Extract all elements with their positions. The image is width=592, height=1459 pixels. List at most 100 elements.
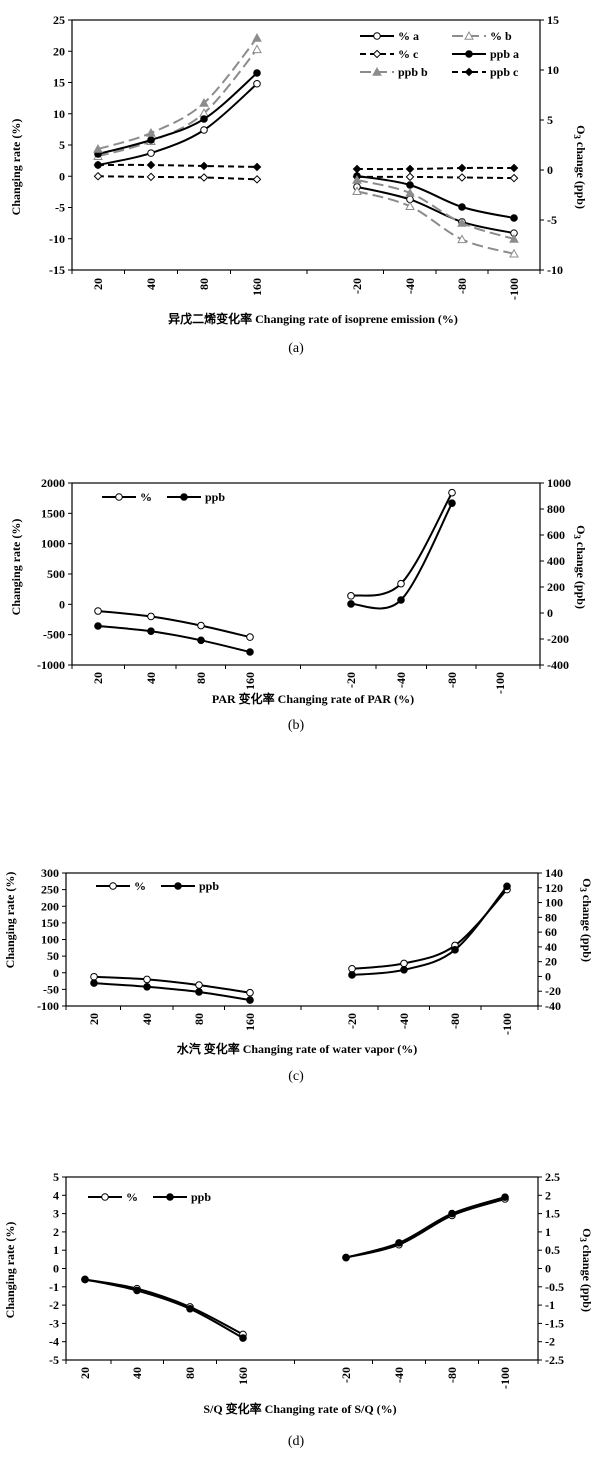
chart-d-y2label: O3 change (ppb) — [578, 1228, 592, 1312]
chart-a-data-point — [458, 203, 466, 211]
chart-d-y2tick-label: -2 — [545, 1335, 555, 1349]
chart-a-ytick-label: 20 — [53, 44, 65, 58]
chart-d-legend-box — [82, 1189, 212, 1213]
chart-a-ytick-label: -15 — [49, 263, 65, 277]
chart-a-legend-label: % a — [398, 29, 419, 43]
chart-a-y2tick-label: 0 — [547, 163, 553, 177]
chart-a-series-line — [356, 175, 515, 180]
chart-c-xlabel: 水汽 变化率 Changing rate of water vapor (%) — [177, 1041, 418, 1056]
chart-c-ytick-label: 0 — [53, 966, 59, 980]
chart-a-svg: Changing rate (%) O3 change (ppb) 异戊二烯变化… — [9, 13, 588, 356]
chart-d-data-point — [342, 1253, 350, 1262]
chart-a-xtick-label: -20 — [350, 278, 364, 294]
chart-a-data-point — [199, 97, 209, 107]
chart-b-data-point — [448, 499, 456, 507]
chart-c-series-line — [93, 982, 251, 1002]
chart-b-y2label: O3 change (ppb) — [572, 525, 588, 609]
chart-a-xtick-label: 160 — [250, 278, 264, 296]
chart-a-ytick-label: 10 — [53, 107, 65, 121]
chart-b-data-point — [347, 600, 355, 608]
chart-c-xtick-label: -40 — [397, 1013, 411, 1029]
chart-d-data-point — [395, 1239, 403, 1247]
chart-a-data-point — [253, 79, 261, 88]
chart-a-series-line — [97, 48, 258, 158]
chart-b-ytick-label: 0 — [59, 597, 65, 611]
chart-a-data-point — [146, 160, 156, 170]
chart-a-data-point — [147, 136, 155, 144]
chart-a-data-point — [146, 172, 156, 182]
chart-a-data-point — [147, 149, 155, 157]
chart-c-xtick-label: -20 — [345, 1013, 359, 1029]
chart-b-xtick-label: -20 — [344, 672, 358, 688]
chart-a-series-line — [97, 163, 258, 168]
chart-b-data-point — [246, 648, 254, 656]
chart-c-series-line — [351, 885, 508, 976]
chart-a-data-point — [509, 163, 519, 173]
chart-c-series-line — [93, 975, 251, 994]
chart-b-data-point — [347, 592, 355, 600]
chart-b-xtick-label: 40 — [144, 672, 158, 684]
chart-a-caption: (a) — [288, 341, 304, 356]
chart-c-series-line — [351, 888, 508, 970]
chart-b-y2tick-label: -200 — [547, 632, 569, 646]
chart-c-legend-label: % — [134, 879, 146, 893]
chart-a-legend-marker — [372, 66, 382, 76]
chart-c-xtick-label: 80 — [192, 1013, 206, 1025]
chart-a-xtick-label: -80 — [455, 278, 469, 294]
chart-c-data-point — [246, 996, 254, 1004]
chart-a-legend-label: ppb c — [490, 65, 519, 79]
chart-b-legend-label: ppb — [205, 490, 225, 504]
chart-d-data-point — [133, 1286, 141, 1295]
chart-b-data-point — [94, 622, 102, 630]
chart-b-series-line — [97, 610, 251, 639]
chart-a-xtick-label: -100 — [507, 278, 521, 300]
chart-c-xtick-label: 20 — [87, 1013, 101, 1025]
chart-c-y2tick-label: 100 — [545, 896, 563, 910]
chart-b-data-point — [397, 596, 405, 604]
chart-d-xtick-label: 80 — [183, 1367, 197, 1379]
chart-b-y2tick-label: 0 — [547, 606, 553, 620]
chart-a-series-line — [97, 37, 258, 150]
chart-b-svg: Changing rate (%) O3 change (ppb) PAR 变化… — [9, 476, 588, 733]
chart-b-xtick-label: -80 — [445, 672, 459, 688]
chart-a-data-point — [93, 143, 103, 153]
chart-b-ytick-label: 1500 — [41, 506, 65, 520]
chart-a-legend-label: ppb a — [490, 47, 519, 61]
chart-b-xlabel: PAR 变化率 Changing rate of PAR (%) — [212, 691, 414, 706]
chart-a-y2tick-label: -10 — [547, 263, 563, 277]
chart-a-legend-marker — [464, 67, 474, 77]
chart-a-data-point — [252, 32, 262, 42]
chart-c-legend-marker — [109, 882, 117, 890]
chart-c-xtick-label: -80 — [448, 1013, 462, 1029]
chart-a-data-point — [93, 171, 103, 181]
chart-d-legend-label: ppb — [191, 1190, 211, 1204]
chart-a-xtick-label: 20 — [91, 278, 105, 290]
chart-c-y2tick-label: -20 — [545, 984, 561, 998]
chart-d-y2tick-label: -0.5 — [545, 1280, 564, 1294]
chart-d-y2tick-label: -1.5 — [545, 1316, 564, 1330]
chart-d-ytick-label: -4 — [49, 1335, 59, 1349]
chart-c-data-point — [195, 981, 203, 989]
chart-b-data-point — [246, 633, 254, 641]
chart-a-ytick-label: -5 — [55, 201, 65, 215]
chart-c-data-point — [451, 946, 459, 954]
chart-c-ytick-label: 200 — [41, 899, 59, 913]
chart-d-legend-marker — [166, 1193, 174, 1201]
chart-c-y2tick-label: 60 — [545, 925, 557, 939]
chart-a-ytick-label: 25 — [53, 13, 65, 27]
chart-b-data-point — [397, 579, 405, 588]
chart-d-ytick-label: 2 — [53, 1225, 59, 1239]
chart-b-xtick-label: -40 — [394, 672, 408, 688]
chart-c-data-point — [400, 959, 408, 968]
chart-c-legend-marker — [174, 882, 182, 890]
chart-d-series-line — [84, 1278, 244, 1339]
chart-a-data-point — [457, 163, 467, 173]
chart-b-xtick-label: 20 — [91, 672, 105, 684]
chart-a-data-point — [146, 127, 156, 137]
chart-d-ytick-label: -2 — [49, 1298, 59, 1312]
chart-a-xtick-label: 40 — [144, 278, 158, 290]
chart-c-ytick-label: -100 — [37, 999, 59, 1013]
chart-b-y2tick-label: 400 — [547, 554, 565, 568]
chart-c-y2tick-label: 140 — [545, 866, 563, 880]
chart-d-ylabel: Changing rate (%) — [3, 1222, 17, 1319]
